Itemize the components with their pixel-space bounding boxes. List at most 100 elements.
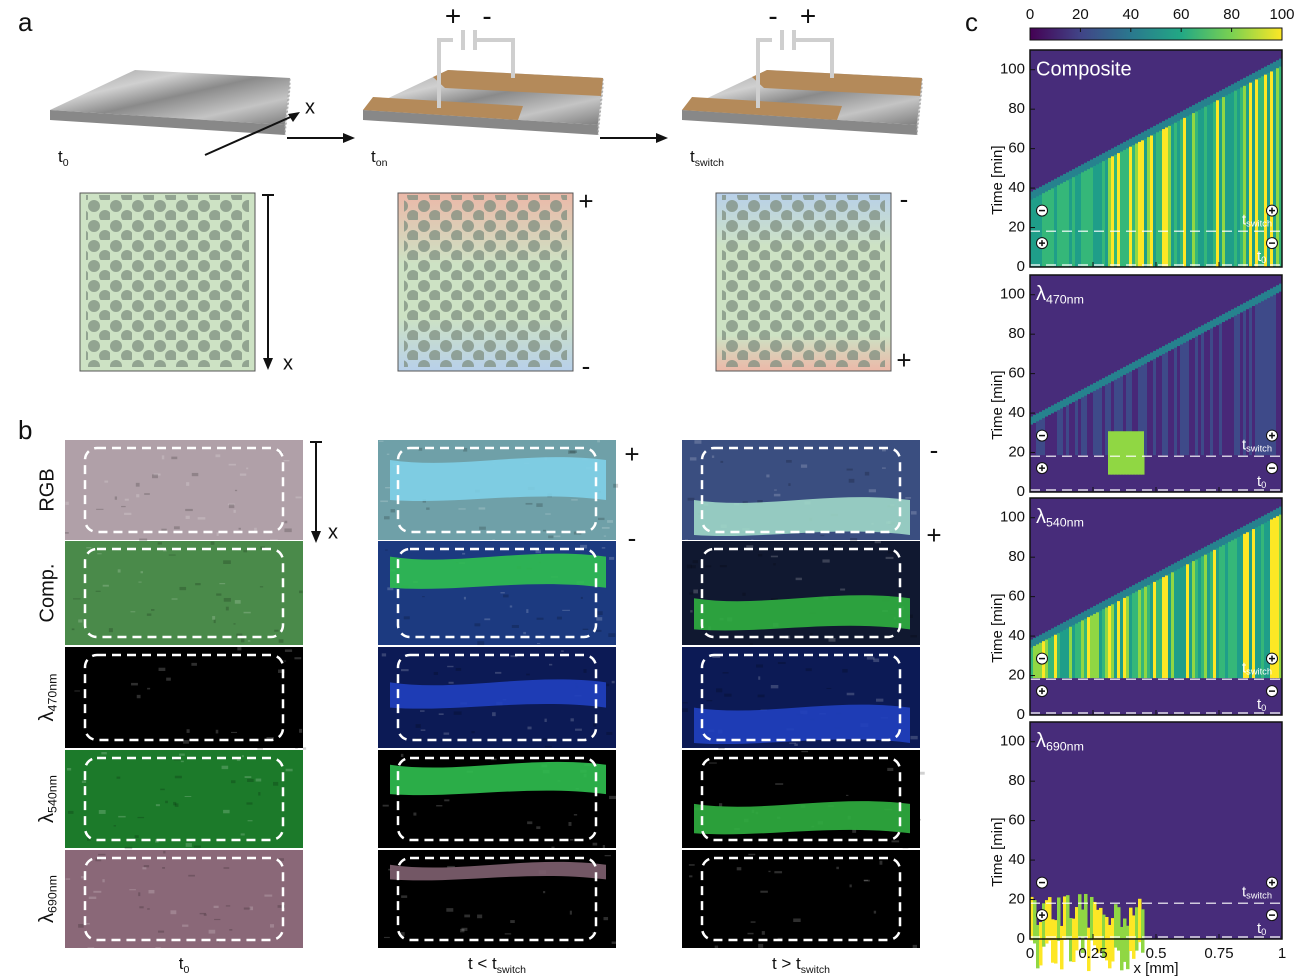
colorbar-tick-label: 40 — [1122, 6, 1139, 23]
image-texture — [385, 550, 388, 551]
image-texture — [73, 598, 81, 599]
heatmap-stripe — [1195, 336, 1199, 455]
heatmap-stripe — [1066, 628, 1070, 678]
heatmap-stripe — [1048, 190, 1052, 267]
y-tick-label: 20 — [1008, 891, 1025, 908]
image-texture — [609, 796, 617, 799]
heatmap-stripe — [1072, 625, 1076, 678]
heatmap-stripe — [1237, 314, 1241, 455]
heatmap-stripe — [1141, 588, 1145, 678]
image-texture — [172, 598, 178, 599]
heatmap-stripe — [1156, 580, 1160, 678]
image-texture — [198, 674, 202, 676]
image-texture — [78, 619, 82, 622]
image-texture — [413, 813, 416, 816]
image-texture — [246, 802, 252, 804]
heatmap-stripe — [1240, 87, 1244, 267]
image-texture — [385, 487, 390, 488]
heatmap-stripe — [1117, 907, 1121, 950]
heatmap-stripe — [1099, 163, 1103, 267]
image-texture — [788, 483, 790, 486]
heatmap-stripe — [1147, 362, 1151, 455]
image-texture — [497, 823, 505, 825]
heatmap-stripe — [1036, 925, 1040, 968]
image-texture — [723, 672, 729, 673]
image-texture — [224, 598, 231, 602]
image-texture — [597, 850, 603, 853]
y-tick-label: 80 — [1008, 772, 1025, 789]
image-texture — [101, 752, 106, 754]
image-texture — [186, 482, 189, 486]
heatmap-stripe — [1255, 304, 1259, 455]
heatmap-stripe — [1252, 529, 1256, 678]
image-texture — [274, 661, 279, 665]
heatmap-stripe — [1216, 325, 1220, 455]
image-texture — [74, 690, 80, 691]
image-texture — [842, 669, 847, 673]
image-texture — [273, 782, 278, 786]
image-texture — [505, 933, 511, 934]
image-texture — [416, 724, 421, 728]
image-texture — [903, 847, 909, 848]
image-tile — [65, 750, 303, 848]
heatmap-stripe — [1108, 606, 1112, 678]
column-label: t0 — [179, 954, 190, 975]
image-texture — [602, 527, 610, 529]
colorbar-tick-label: 60 — [1173, 6, 1190, 23]
image-texture — [419, 890, 422, 892]
heatmap-stripe — [1231, 540, 1235, 678]
image-texture — [523, 632, 526, 634]
image-texture — [401, 895, 407, 898]
electrode-icon — [1267, 686, 1278, 697]
image-texture — [543, 896, 548, 898]
polarity-sign: + — [926, 520, 941, 550]
image-texture — [206, 729, 209, 730]
heatmap-stripe — [1090, 897, 1094, 940]
heatmap-stripe — [1186, 341, 1190, 455]
polarity-sign: + — [896, 345, 911, 375]
heatmap-stripe — [1162, 129, 1166, 267]
image-texture — [536, 826, 540, 829]
image-texture — [115, 496, 117, 499]
heatmap-stripe — [1171, 572, 1175, 678]
heatmap-stripe — [1141, 140, 1145, 267]
image-texture — [294, 657, 301, 659]
image-texture — [477, 915, 482, 919]
image-texture — [771, 685, 779, 688]
y-tick-label: 60 — [1008, 140, 1025, 157]
image-texture — [529, 804, 534, 806]
plot-title-sub: 690nm — [1046, 740, 1084, 754]
image-texture — [695, 862, 697, 864]
image-texture — [148, 890, 154, 893]
image-texture — [247, 779, 254, 782]
image-texture — [768, 871, 770, 872]
heatmap-stripe — [1204, 332, 1208, 455]
heatmap-stripe — [1216, 548, 1220, 678]
heatmap-stripe — [1276, 516, 1280, 678]
image-texture — [832, 545, 837, 547]
image-texture — [504, 925, 507, 927]
image-texture — [401, 754, 403, 757]
image-band — [390, 457, 606, 501]
image-texture — [609, 759, 611, 761]
heatmap-stripe — [1141, 909, 1145, 952]
image-texture — [226, 607, 229, 611]
heatmap-stripe — [1054, 635, 1058, 678]
heatmap-stripe — [1096, 389, 1100, 455]
image-texture — [464, 597, 466, 600]
image-texture — [479, 507, 486, 509]
image-texture — [162, 455, 164, 459]
heatmap-stripe — [1084, 171, 1088, 267]
heatmap-stripe — [1228, 94, 1232, 267]
electrode-icon — [1267, 653, 1278, 664]
polarity-sign: + — [445, 0, 461, 31]
heatmap-stripe — [1195, 111, 1199, 267]
image-texture — [237, 647, 241, 650]
image-texture — [603, 917, 608, 920]
image-texture — [166, 678, 171, 681]
plot-title-sub: 540nm — [1046, 516, 1084, 530]
image-texture — [742, 593, 745, 596]
image-texture — [391, 509, 395, 512]
image-texture — [96, 509, 103, 510]
image-texture — [479, 758, 485, 762]
